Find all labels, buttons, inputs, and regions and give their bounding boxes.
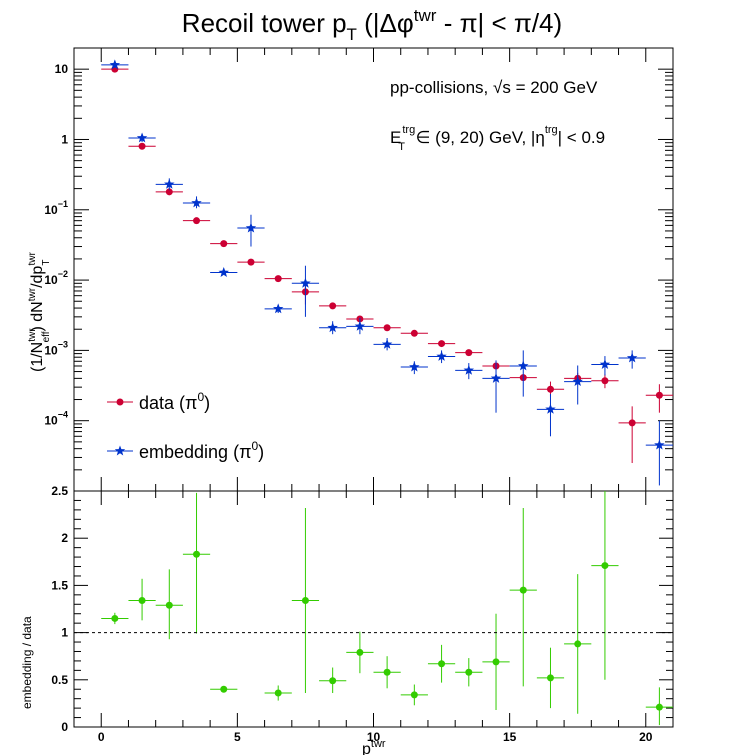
x-axis-title: ptwr [362, 738, 386, 755]
y-tick-label: 10−3 [44, 339, 68, 357]
data-point [546, 385, 554, 393]
embedding-point [354, 320, 366, 331]
ratio-axes: 0 0.5 1 1.5 2 2.5 0 5 10 15 20 [51, 484, 674, 744]
ratio-point [356, 648, 364, 656]
main-y-axis: 10 1 10−1 10−2 10−3 10−4 [44, 47, 674, 492]
y-tick-label: 10−1 [44, 199, 68, 217]
ratio-point [655, 703, 663, 711]
y-tick-label: 10 [55, 62, 69, 76]
embedding-point [626, 352, 638, 363]
data-point [410, 329, 418, 337]
data-point [655, 391, 663, 399]
ratio-point [301, 597, 309, 605]
ratio-point [111, 614, 119, 622]
embedding-point [191, 197, 202, 208]
embedding-point [409, 361, 420, 372]
y-tick-label: 10−2 [44, 269, 68, 287]
x-tick-label: 20 [639, 730, 653, 744]
data-point [465, 349, 473, 357]
legend: data (π0) embedding (π0) [107, 390, 264, 462]
data-point [274, 275, 282, 283]
ratio-point [329, 677, 337, 685]
y-tick-label: 10−4 [44, 410, 68, 428]
y-tick-label: 1 [61, 132, 68, 146]
annotation-collisions: pp-collisions, √s = 200 GeV [390, 78, 598, 97]
embedding-point [272, 303, 284, 314]
ratio-point [601, 562, 609, 570]
ratio-point [274, 689, 282, 697]
y-tick-label: 0.5 [51, 673, 68, 687]
annotation-trigger: Etrg T ∈ (9, 20) GeV, |ηtrg| < 0.9 [390, 124, 605, 153]
ratio-point [465, 668, 473, 676]
embedding-point [599, 359, 611, 369]
embedding-point [436, 350, 447, 361]
ratio-data-marks [101, 491, 673, 726]
data-point [247, 258, 255, 266]
ratio-point [410, 691, 418, 699]
x-tick-label: 5 [234, 730, 241, 744]
embedding-point [463, 364, 475, 375]
y-tick-label: 1.5 [51, 578, 68, 592]
y-tick-label: 1 [61, 626, 68, 640]
embedding-point [300, 277, 311, 288]
data-point [165, 188, 173, 196]
ratio-point [193, 550, 201, 558]
embedding-point [518, 360, 529, 371]
embedding-point [109, 59, 121, 70]
data-point [438, 340, 446, 348]
legend-label-embedding: embedding (π0) [139, 439, 264, 462]
ratio-point [438, 660, 446, 668]
main-data-marks [101, 59, 673, 486]
embedding-point [245, 222, 257, 233]
data-point [601, 377, 609, 385]
data-point [220, 240, 228, 248]
data-point [138, 142, 146, 150]
data-point [193, 217, 201, 225]
embedding-point [572, 376, 583, 387]
y-tick-label: 0 [61, 720, 68, 734]
y-tick-label: 2.5 [51, 484, 68, 498]
ratio-point [220, 685, 228, 693]
ratio-point [165, 601, 173, 609]
chart-title: Recoil tower pT (|Δφtwr - π| < π/4) [182, 6, 562, 44]
legend-label-data: data (π0) [139, 390, 210, 413]
embedding-point [136, 132, 148, 143]
data-point [383, 324, 391, 332]
x-tick-label: 0 [98, 730, 105, 744]
embedding-point [327, 322, 338, 333]
ratio-point [574, 640, 582, 648]
ratio-point [546, 674, 554, 682]
data-point [628, 419, 636, 427]
ratio-point [492, 658, 500, 666]
ratio-panel-frame [73, 490, 674, 728]
ratio-point [383, 668, 391, 676]
embedding-point [490, 372, 502, 383]
x-tick-label: 15 [503, 730, 517, 744]
x-tick-label: 10 [367, 730, 381, 744]
legend-marker-data [116, 398, 124, 406]
main-panel-frame [73, 47, 674, 492]
embedding-point [654, 439, 665, 450]
data-point [329, 302, 337, 310]
legend-marker-embedding [114, 445, 126, 456]
embedding-point [381, 338, 393, 349]
embedding-point [218, 267, 229, 277]
ratio-point [519, 586, 527, 594]
ratio-point [138, 597, 146, 605]
main-y-axis-title: (1/Ntwr eff) dNtwr/dpTtwr [27, 252, 52, 372]
ratio-y-axis-title: embedding / data [20, 616, 34, 709]
embedding-point [545, 403, 556, 414]
y-tick-label: 2 [61, 531, 68, 545]
embedding-point [164, 178, 175, 189]
